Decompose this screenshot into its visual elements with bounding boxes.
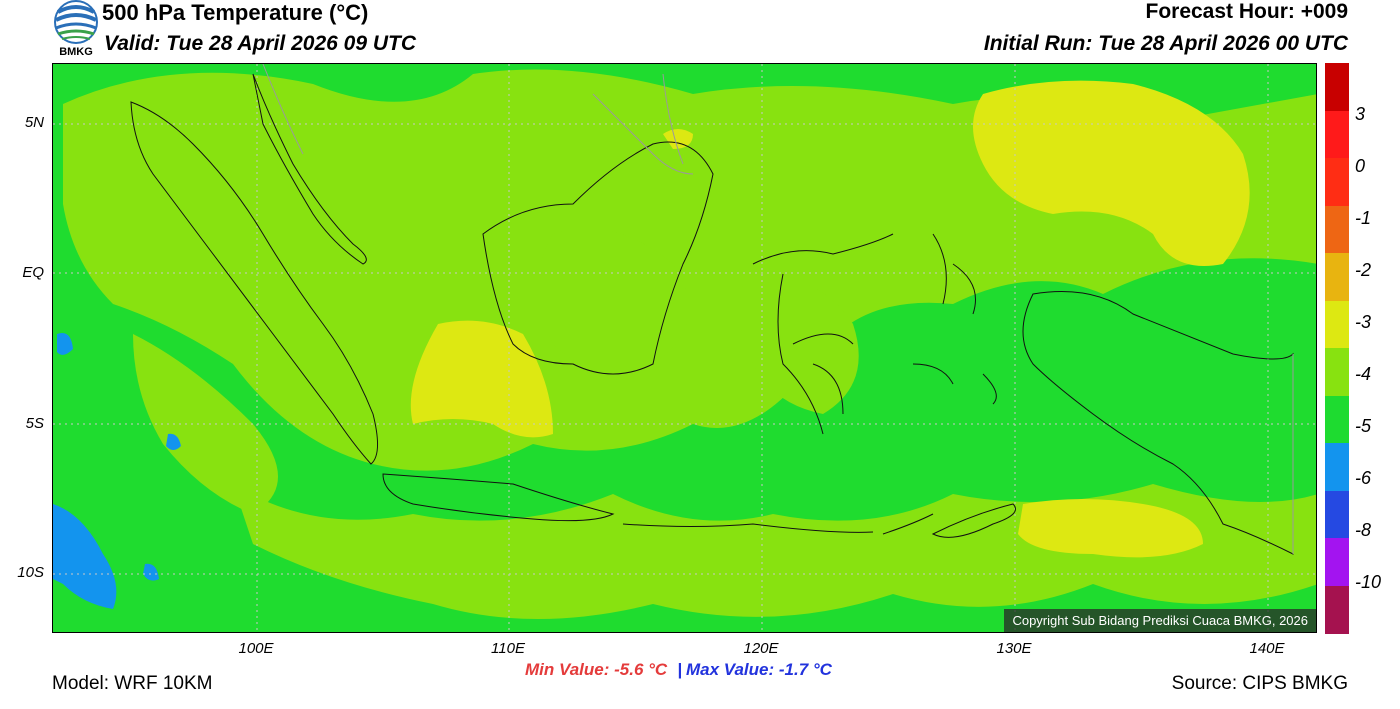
colorbar-label-neg5: -5 bbox=[1355, 416, 1372, 436]
lon-label-140e: 140E bbox=[1249, 640, 1285, 657]
lon-label-120e: 120E bbox=[743, 640, 779, 657]
colorbar-segment bbox=[1325, 110, 1349, 159]
chart-title: 500 hPa Temperature (°C) bbox=[102, 0, 369, 25]
colorbar-label-neg4: -4 bbox=[1355, 364, 1372, 384]
forecast-hour: Forecast Hour: +009 bbox=[1145, 0, 1349, 23]
logo-text: BMKG bbox=[59, 46, 93, 58]
colorbar-label-3: 3 bbox=[1355, 104, 1366, 124]
stats-separator: | bbox=[677, 660, 682, 679]
bmkg-logo-icon: BMKG bbox=[52, 0, 100, 62]
colorbar-label-neg2: -2 bbox=[1355, 260, 1372, 280]
colorbar-label-neg10: -10 bbox=[1355, 572, 1382, 592]
lon-label-100e: 100E bbox=[238, 640, 274, 657]
colorbar-label-0: 0 bbox=[1355, 156, 1366, 176]
colorbar-segment bbox=[1325, 300, 1349, 349]
initial-run: Initial Run: Tue 28 April 2026 00 UTC bbox=[983, 32, 1348, 55]
min-value: Min Value: -5.6 °C bbox=[525, 660, 668, 679]
color-legend-bar bbox=[1325, 63, 1349, 634]
colorbar-segment bbox=[1325, 205, 1349, 254]
lat-label-5s: 5S bbox=[25, 415, 44, 432]
model-label: Model: WRF 10KM bbox=[52, 673, 213, 694]
colorbar-segment bbox=[1325, 538, 1349, 586]
copyright-notice: Copyright Sub Bidang Prediksi Cuaca BMKG… bbox=[1004, 609, 1316, 632]
colorbar-segment bbox=[1325, 253, 1349, 301]
temperature-map: Copyright Sub Bidang Prediksi Cuaca BMKG… bbox=[52, 63, 1317, 633]
min-max-stats: Min Value: -5.6 °C | Max Value: -1.7 °C bbox=[525, 660, 832, 680]
colorbar-label-neg3: -3 bbox=[1355, 312, 1372, 332]
lon-label-130e: 130E bbox=[996, 640, 1032, 657]
colorbar-segment bbox=[1325, 63, 1349, 111]
colorbar-label-neg1: -1 bbox=[1355, 208, 1372, 228]
colorbar-segment bbox=[1325, 443, 1349, 491]
lon-label-110e: 110E bbox=[491, 640, 525, 657]
lat-label-5n: 5N bbox=[24, 114, 44, 131]
max-value: Max Value: -1.7 °C bbox=[685, 660, 832, 679]
colorbar-segment bbox=[1325, 585, 1349, 634]
colorbar-segment bbox=[1325, 395, 1349, 444]
colorbar-segment bbox=[1325, 348, 1349, 396]
colorbar-label-neg8: -8 bbox=[1355, 520, 1372, 540]
colorbar-segment bbox=[1325, 490, 1349, 539]
valid-time: Valid: Tue 28 April 2026 09 UTC bbox=[104, 32, 417, 55]
source-label: Source: CIPS BMKG bbox=[1171, 673, 1348, 694]
colorbar-label-neg6: -6 bbox=[1355, 468, 1372, 488]
colorbar-segment bbox=[1325, 158, 1349, 206]
lat-label-eq: EQ bbox=[22, 264, 44, 281]
lat-label-10s: 10S bbox=[17, 564, 44, 581]
